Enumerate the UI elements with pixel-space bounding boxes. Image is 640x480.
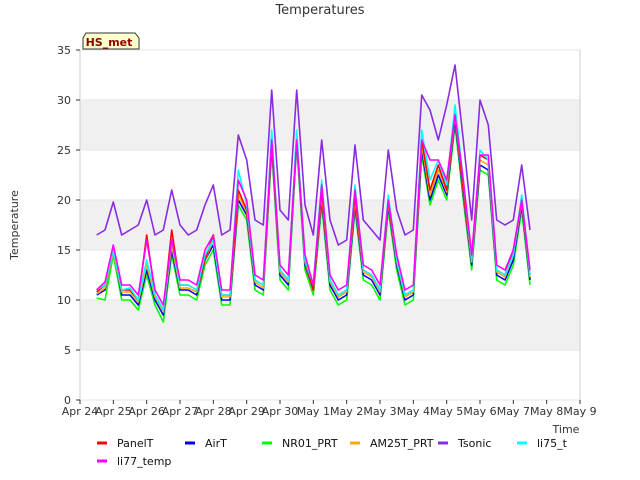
x-tick-label: May 2 bbox=[330, 405, 363, 418]
x-tick-label: Apr 24 bbox=[62, 405, 99, 418]
y-tick-label: 5 bbox=[64, 344, 71, 357]
chart-title: Temperatures bbox=[274, 3, 364, 18]
station-badge-label: HS_met bbox=[86, 36, 133, 49]
y-axis-label: Temperature bbox=[8, 190, 21, 261]
legend-label-airt: AirT bbox=[205, 437, 227, 450]
x-tick-label: May 9 bbox=[563, 405, 596, 418]
x-tick-label: May 8 bbox=[530, 405, 563, 418]
x-tick-label: Apr 29 bbox=[228, 405, 265, 418]
legend-label-tsonic: Tsonic bbox=[457, 437, 491, 450]
y-tick-label: 20 bbox=[57, 194, 71, 207]
x-tick-label: May 1 bbox=[297, 405, 330, 418]
legend-label-li75-t: li75_t bbox=[537, 437, 568, 450]
x-tick-label: Apr 28 bbox=[195, 405, 232, 418]
temperature-chart: 05101520253035 Apr 24Apr 25Apr 26Apr 27A… bbox=[0, 0, 640, 480]
x-tick-label: Apr 30 bbox=[262, 405, 299, 418]
x-tick-label: May 3 bbox=[363, 405, 396, 418]
station-badge: HS_met bbox=[83, 33, 139, 49]
y-tick-label: 25 bbox=[57, 144, 71, 157]
background-band bbox=[80, 100, 580, 150]
x-tick-label: Apr 26 bbox=[128, 405, 165, 418]
y-tick-label: 35 bbox=[57, 44, 71, 57]
legend: PanelT AirT NR01_PRT AM25T_PRT Tsonic li75_tl… bbox=[97, 437, 568, 468]
x-tick-label: May 4 bbox=[397, 405, 430, 418]
x-axis-label: Time bbox=[552, 423, 580, 436]
x-tick-label: May 7 bbox=[497, 405, 530, 418]
background-band bbox=[80, 300, 580, 350]
x-tick-label: Apr 27 bbox=[162, 405, 199, 418]
legend-label-am25t-prt: AM25T_PRT bbox=[370, 437, 434, 450]
x-tick-label: May 5 bbox=[430, 405, 463, 418]
legend-label-nr01-prt: NR01_PRT bbox=[282, 437, 338, 450]
y-tick-label: 30 bbox=[57, 94, 71, 107]
legend-label-li77-temp: li77_temp bbox=[117, 455, 171, 468]
y-tick-label: 15 bbox=[57, 244, 71, 257]
x-tick-label: May 6 bbox=[463, 405, 496, 418]
legend-label-panelt: PanelT bbox=[117, 437, 154, 450]
y-tick-label: 10 bbox=[57, 294, 71, 307]
x-tick-label: Apr 25 bbox=[95, 405, 132, 418]
